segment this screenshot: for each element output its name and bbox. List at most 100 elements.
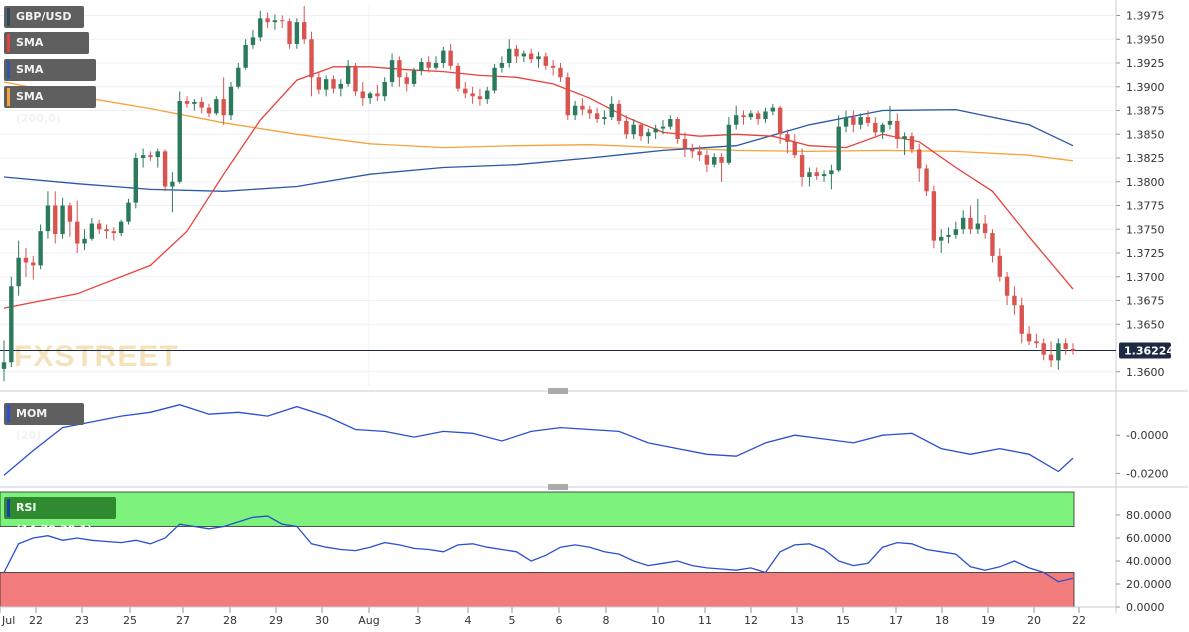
candle-body	[228, 86, 234, 116]
candle-body	[126, 202, 131, 222]
last-price-label: 1.36224	[1124, 344, 1174, 357]
candle	[550, 60, 556, 76]
candle-body	[953, 229, 959, 235]
candle-body	[748, 113, 754, 118]
candle	[748, 110, 754, 120]
candle-body	[499, 63, 505, 68]
candle-body	[397, 60, 402, 78]
candle	[865, 110, 871, 127]
candle	[375, 84, 380, 101]
candle-body	[367, 93, 373, 99]
price-tick-label: 1.3700	[1126, 271, 1165, 284]
candle-body	[477, 96, 483, 100]
candle-body	[821, 174, 827, 177]
candle	[507, 39, 512, 68]
candle	[697, 145, 702, 161]
legend-sma100[interactable]: SMA (100,0)	[4, 59, 96, 98]
candle	[9, 276, 14, 367]
candle	[331, 75, 336, 94]
candle-body	[214, 99, 219, 114]
candle-body	[155, 151, 160, 158]
legend-symbol[interactable]: GBP/USD	[4, 6, 84, 28]
candle	[184, 96, 190, 108]
candle-body	[441, 50, 446, 63]
candle	[389, 53, 395, 87]
candle	[433, 56, 439, 70]
candle	[895, 113, 900, 149]
candle	[1041, 338, 1046, 361]
price-tick-label: 1.3850	[1126, 128, 1165, 141]
date-tick-label: 28	[223, 614, 237, 627]
candle	[419, 58, 424, 76]
candle	[704, 150, 710, 173]
candle-body	[111, 231, 117, 234]
candle	[1056, 338, 1061, 370]
date-tick-label: 30	[315, 614, 329, 627]
candle	[243, 39, 248, 70]
candle	[924, 164, 929, 196]
candle-body	[463, 88, 468, 94]
candle-body	[631, 124, 636, 135]
candle	[477, 88, 483, 106]
candle-body	[148, 155, 153, 158]
price-tick-label: 1.3775	[1126, 200, 1165, 213]
legend-mom[interactable]: MOM (20)	[4, 403, 84, 442]
legend-mom-label: MOM (20)	[16, 407, 48, 442]
candle	[492, 63, 497, 94]
candle	[521, 50, 527, 63]
date-tick-label: 18	[935, 614, 949, 627]
candle-body	[470, 93, 475, 97]
date-tick-label: 23	[75, 614, 89, 627]
candle	[53, 191, 58, 244]
candle	[624, 115, 629, 139]
rsi-tick-label: 40.0000	[1126, 555, 1172, 568]
candle	[712, 153, 717, 168]
legend-symbol-label: GBP/USD	[16, 10, 72, 23]
price-tick-label: 1.3975	[1126, 10, 1165, 23]
candle-body	[917, 149, 922, 169]
candle	[170, 172, 175, 213]
candle	[873, 117, 878, 137]
rsi-tick-label: 0.0000	[1126, 601, 1165, 614]
candle-body	[45, 205, 51, 232]
candle-body	[851, 117, 856, 125]
date-tick-label: 19	[981, 614, 995, 627]
legend-rsi[interactable]: RSI (14,70,30,1)	[4, 497, 116, 536]
candle	[118, 219, 124, 236]
candle-body	[946, 234, 951, 237]
legend-sma20[interactable]: SMA (20,0)	[4, 32, 89, 71]
candle-body	[909, 136, 915, 150]
candle-body	[939, 236, 944, 241]
candle-body	[565, 77, 570, 116]
candle-body	[580, 105, 585, 110]
candle-body	[726, 124, 732, 163]
candle-body	[712, 157, 717, 165]
candle-body	[250, 37, 256, 45]
candle	[770, 103, 776, 116]
candle-body	[997, 255, 1002, 277]
candle-body	[433, 63, 439, 68]
candle-body	[345, 65, 351, 84]
candle	[258, 10, 263, 42]
candle	[799, 148, 805, 187]
candle	[323, 75, 329, 97]
main-panel	[0, 0, 1188, 392]
date-tick-label: Jul	[1, 614, 15, 627]
candle-body	[375, 93, 380, 97]
candle-body	[170, 181, 175, 187]
candle	[668, 115, 673, 130]
candle-body	[975, 223, 981, 230]
candle	[558, 63, 563, 82]
date-tick-label: 5	[509, 614, 516, 627]
date-tick-label: 25	[123, 614, 137, 627]
candle-body	[829, 170, 834, 175]
candle-body	[968, 217, 973, 230]
candle	[836, 115, 841, 173]
date-tick-label: 4	[465, 614, 472, 627]
candle-body	[902, 136, 907, 139]
candle-body	[843, 117, 849, 127]
legend-sma200[interactable]: SMA (200,0)	[4, 86, 96, 125]
date-tick-label: 11	[698, 614, 712, 627]
candle-body	[814, 172, 819, 177]
candle-body	[1041, 343, 1046, 355]
